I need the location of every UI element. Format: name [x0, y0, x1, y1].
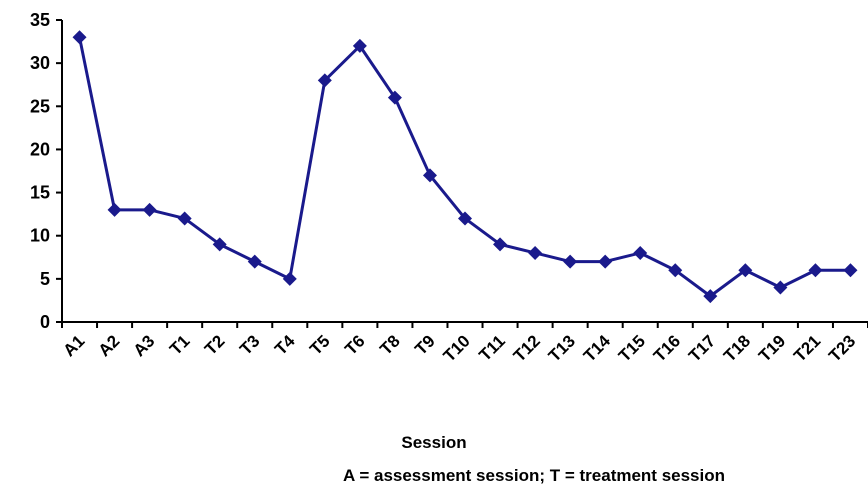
data-point-marker	[317, 73, 332, 88]
x-tick-label: T14	[580, 331, 615, 366]
y-tick-label: 15	[30, 183, 50, 203]
x-ticks: A1 A2 A3 T1 T2 T3 T4 T5 T6 T8 T9 T10 T11 T12 T13 T14 T15…	[60, 322, 868, 366]
x-tick-label: T11	[475, 331, 508, 364]
x-tick-label: A2	[95, 331, 124, 360]
data-point-marker	[352, 38, 367, 53]
data-point-marker	[422, 168, 437, 183]
y-tick-label: 30	[30, 53, 50, 73]
x-tick-label: T19	[755, 331, 789, 365]
data-point-marker	[563, 254, 578, 269]
x-tick-label: T13	[545, 331, 579, 365]
x-tick-label: T2	[201, 331, 228, 358]
series-polyline	[78, 36, 851, 298]
series-markers	[72, 30, 858, 304]
x-tick-label: T23	[825, 331, 859, 365]
x-tick-label: A1	[60, 331, 89, 360]
x-tick-label: T6	[341, 331, 368, 358]
data-point-marker	[387, 90, 402, 105]
axes	[61, 20, 868, 323]
data-point-marker	[598, 254, 613, 269]
data-point-marker	[738, 263, 753, 278]
x-tick-label: T4	[271, 331, 299, 359]
x-tick-label: T16	[650, 331, 684, 365]
data-point-marker	[247, 254, 262, 269]
y-tick-label: 10	[30, 226, 50, 246]
y-tick-label: 25	[30, 96, 50, 116]
data-point-marker	[668, 263, 683, 278]
data-point-marker	[458, 211, 472, 226]
x-tick-label: T12	[510, 331, 544, 365]
x-tick-label: T18	[720, 331, 754, 365]
y-tick-label: 35	[30, 10, 50, 30]
data-point-marker	[493, 237, 508, 252]
series-line	[78, 36, 851, 298]
x-tick-label: T8	[376, 331, 403, 358]
data-point-marker	[528, 245, 543, 260]
data-point-marker	[808, 263, 823, 278]
y-tick-label: 0	[40, 312, 50, 332]
x-tick-label: T9	[411, 331, 438, 358]
x-tick-label: T1	[166, 331, 193, 358]
data-point-marker	[773, 280, 788, 295]
y-tick-label: 5	[40, 269, 50, 289]
y-ticks: 0 5 10 15 20 25 30 35	[30, 10, 62, 332]
data-point-marker	[843, 263, 858, 278]
data-point-marker	[107, 202, 122, 217]
data-point-marker	[142, 202, 157, 217]
x-tick-label: T17	[685, 331, 719, 365]
data-point-marker	[72, 30, 87, 45]
data-point-marker	[282, 271, 297, 286]
x-tick-label: T5	[306, 331, 333, 358]
data-point-marker	[212, 237, 227, 252]
x-tick-label: T10	[440, 331, 474, 365]
x-tick-label: T3	[236, 331, 263, 358]
data-point-marker	[633, 245, 648, 260]
x-axis-title: Session	[401, 433, 467, 452]
x-tick-label: A3	[130, 331, 159, 360]
x-axis-note: A = assessment session; T = treatment se…	[342, 466, 726, 485]
data-point-marker	[703, 289, 718, 304]
x-tick-label: T21	[790, 331, 824, 365]
y-tick-label: 20	[30, 139, 50, 159]
data-point-marker	[177, 211, 192, 226]
x-tick-label: T15	[615, 331, 649, 365]
